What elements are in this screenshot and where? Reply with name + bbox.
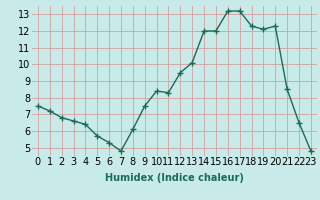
X-axis label: Humidex (Indice chaleur): Humidex (Indice chaleur) <box>105 173 244 183</box>
